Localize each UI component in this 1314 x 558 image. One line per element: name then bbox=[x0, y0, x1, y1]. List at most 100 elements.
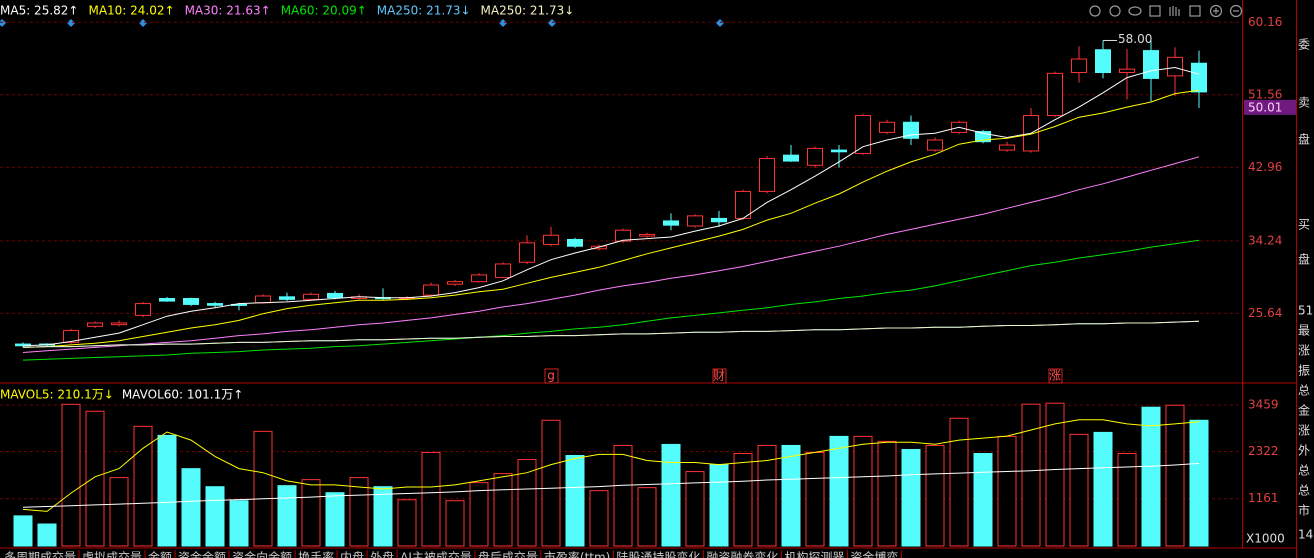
candle-body bbox=[15, 343, 31, 347]
event-label: 财 bbox=[713, 369, 725, 383]
unit-label: X1000 bbox=[1246, 532, 1285, 546]
volume-bar bbox=[1045, 402, 1065, 547]
max-label: 58.00 bbox=[1118, 32, 1152, 46]
volume-bar bbox=[229, 500, 249, 547]
candle-body bbox=[87, 322, 103, 327]
box-icon[interactable] bbox=[1149, 5, 1161, 17]
last-price-label: 50.01 bbox=[1248, 100, 1282, 114]
candle-body bbox=[279, 296, 295, 300]
y-tick-label: 34.24 bbox=[1248, 233, 1282, 247]
volume-bar bbox=[253, 430, 273, 547]
candle-body bbox=[135, 303, 151, 316]
volume-bar bbox=[1021, 403, 1041, 547]
bottom-tab[interactable]: 换手率 bbox=[298, 550, 334, 558]
volume-bar bbox=[973, 453, 993, 547]
bottom-tab[interactable]: 内盘 bbox=[340, 550, 364, 558]
toolbar bbox=[1089, 4, 1243, 18]
candle-body bbox=[1047, 72, 1063, 117]
bottom-tab[interactable]: 机构探测器 bbox=[784, 550, 844, 558]
mavol-line bbox=[22, 419, 1200, 512]
event-markers bbox=[0, 19, 724, 27]
grid-icon[interactable] bbox=[1189, 5, 1201, 17]
candle-body bbox=[927, 139, 943, 151]
hand-icon[interactable] bbox=[1169, 6, 1180, 16]
candle-body bbox=[975, 131, 991, 143]
event-marker bbox=[716, 19, 724, 27]
volume-bar bbox=[1141, 406, 1161, 547]
volume-bar bbox=[517, 459, 537, 547]
candle-body bbox=[1143, 50, 1159, 79]
bottom-tab[interactable]: 盘后成交量 bbox=[478, 550, 538, 558]
event-marker bbox=[499, 19, 507, 27]
zoom-icon[interactable] bbox=[1109, 5, 1121, 17]
bottom-tab[interactable]: AI主被成交量 bbox=[400, 550, 472, 558]
volume-bar bbox=[325, 492, 345, 547]
ma-line bbox=[22, 66, 1200, 347]
volume-bar bbox=[733, 453, 753, 547]
bottom-tab[interactable]: 市盈率(ttm) bbox=[544, 550, 610, 558]
event-box bbox=[1048, 368, 1063, 384]
event-box bbox=[712, 368, 727, 384]
candle-body bbox=[471, 274, 487, 283]
legend-entry: MA30: 21.63↑ bbox=[185, 4, 271, 18]
zoom-out-icon[interactable] bbox=[1229, 4, 1243, 18]
side-panel-label: 总 bbox=[1298, 484, 1310, 498]
volume-bar bbox=[757, 444, 777, 547]
candle-body bbox=[567, 238, 583, 247]
candle-body bbox=[519, 242, 535, 263]
candle-body bbox=[1191, 62, 1207, 93]
volume-bar bbox=[277, 485, 297, 547]
y-tick-label: 51.56 bbox=[1248, 87, 1282, 101]
bottom-tab[interactable]: 虚拟成交量 bbox=[82, 550, 142, 558]
bottom-tab[interactable]: 资金博弈 bbox=[850, 550, 898, 558]
candle-body bbox=[159, 298, 175, 302]
candle-body bbox=[663, 220, 679, 226]
candle-body bbox=[999, 144, 1015, 151]
legend-entry: MA5: 25.82↑ bbox=[0, 4, 78, 18]
bottom-tab[interactable]: 资金余额 bbox=[178, 550, 226, 558]
zoom-in-plus bbox=[1213, 8, 1219, 14]
volume-bar bbox=[589, 490, 609, 547]
bottom-tab[interactable]: 陆股通持股变化 bbox=[616, 550, 700, 558]
volume-bar bbox=[373, 486, 393, 547]
event-label: 涨 bbox=[1049, 368, 1061, 383]
volume-bar bbox=[181, 468, 201, 547]
volume-bar bbox=[781, 444, 801, 547]
volume-bar bbox=[493, 473, 513, 547]
bottom-tab[interactable]: 多周期成交量 bbox=[4, 550, 76, 558]
bottom-tab[interactable]: 资金向余额 bbox=[232, 550, 292, 558]
bottom-tab[interactable]: 融资融券变化 bbox=[706, 550, 778, 558]
volume-bar bbox=[1093, 431, 1113, 547]
candle-body bbox=[855, 115, 871, 154]
volume-bar bbox=[925, 444, 945, 547]
side-panel-label: 振 bbox=[1298, 364, 1310, 378]
legend-entry: MA60: 20.09↑ bbox=[281, 4, 367, 18]
event-marker bbox=[0, 19, 6, 27]
volume-bar bbox=[205, 486, 225, 547]
candle-body bbox=[639, 233, 655, 237]
volume-bar bbox=[829, 435, 849, 547]
side-panel-label: 卖 bbox=[1298, 96, 1310, 110]
candle-body bbox=[495, 263, 511, 278]
event-marker bbox=[139, 19, 147, 27]
legend-entry: MAVOL5: 210.1万↓ bbox=[0, 388, 114, 402]
event-marker bbox=[67, 19, 75, 27]
volume-bar bbox=[157, 434, 177, 547]
y-tick-label: 2322 bbox=[1248, 444, 1279, 458]
zoom-in-icon[interactable] bbox=[1209, 4, 1223, 18]
bottom-tab[interactable]: 金额 bbox=[148, 550, 172, 558]
settings-icon[interactable] bbox=[1089, 5, 1101, 17]
volume-bar bbox=[397, 499, 417, 547]
y-tick-label: 25.64 bbox=[1248, 306, 1282, 320]
bottom-tab[interactable]: 外盘 bbox=[370, 550, 394, 558]
candle-body bbox=[303, 293, 319, 300]
view-icon[interactable] bbox=[1128, 6, 1142, 16]
candle-body bbox=[111, 322, 127, 326]
mavol-line bbox=[22, 462, 1200, 508]
y-tick-label: 60.16 bbox=[1248, 15, 1282, 29]
volume-bar bbox=[901, 448, 921, 547]
volume-bar bbox=[565, 454, 585, 547]
side-panel-label: 盘 bbox=[1298, 132, 1310, 147]
candle-body bbox=[879, 121, 895, 133]
